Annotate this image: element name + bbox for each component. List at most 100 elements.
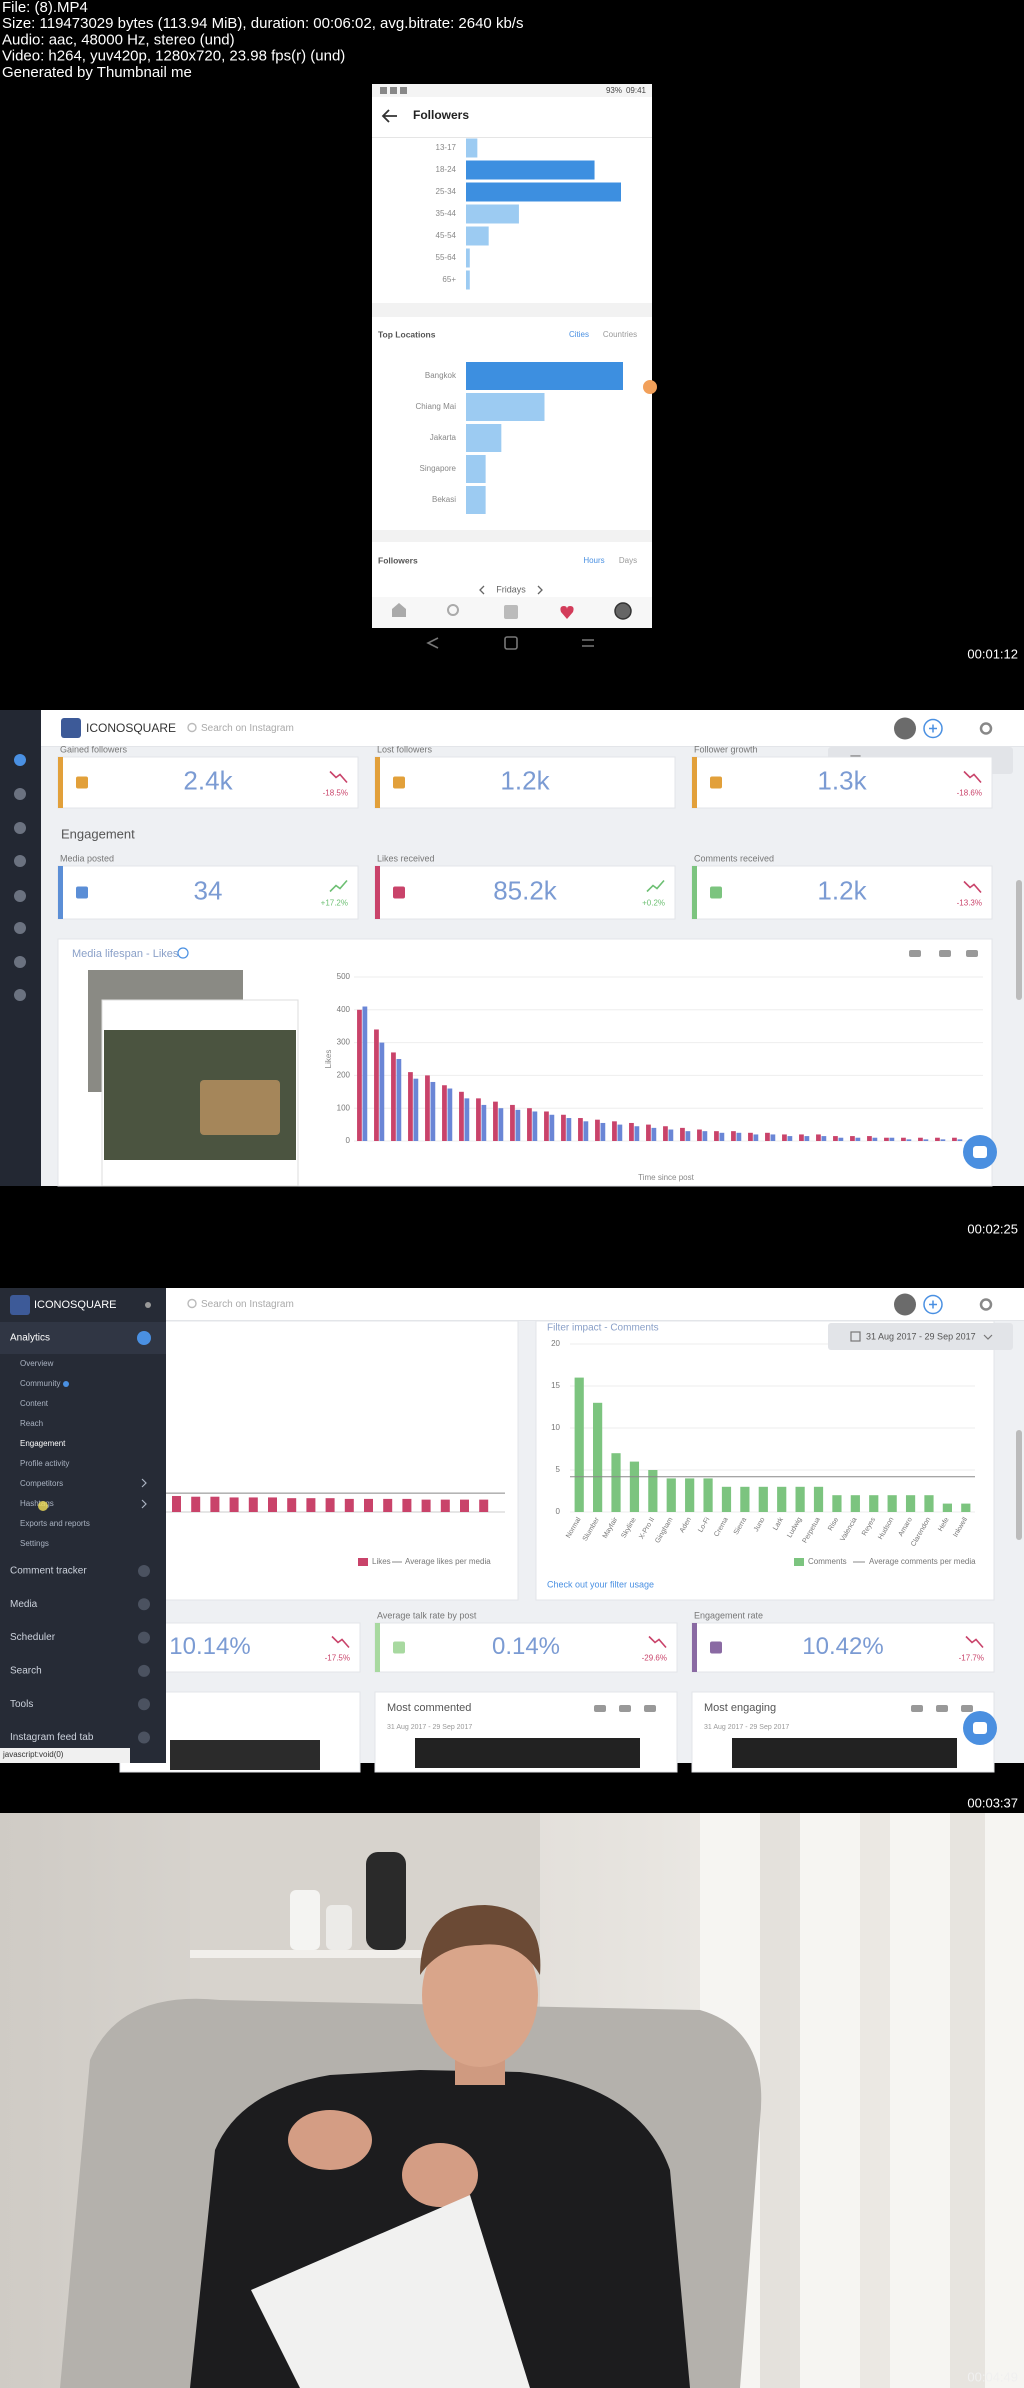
bar [612,1121,617,1141]
hand [288,2110,372,2170]
bar [479,1499,489,1512]
photo-detail [200,1080,280,1135]
chart-card [119,1320,519,1601]
bar [466,182,621,202]
bar [872,1137,878,1141]
header-line: Audio: aac, 48000 Hz, stereo (und) [2,31,235,48]
bar [651,1127,657,1141]
y-tick-label: 100 [337,1103,351,1112]
phone-title: Followers [413,108,469,122]
curtain-fold [860,1813,890,2388]
media-photo [415,1738,640,1768]
vase [290,1890,320,1950]
bar [777,1486,787,1512]
card [57,756,359,809]
timestamp: 00:03:37 [967,1795,1018,1810]
bar [396,1059,402,1141]
bar [736,1132,742,1141]
chevron [479,585,485,595]
nav-avatar [614,602,632,620]
menu-icon [138,1631,150,1644]
bar [753,1134,759,1141]
chat-icon [973,1722,987,1734]
chart-tool [909,950,921,957]
card-stripe [58,866,63,919]
chart-tool [939,950,951,957]
bar [855,1137,861,1141]
card-label: Average talk rate by post [377,1610,477,1620]
menu-icon [138,1664,150,1677]
add-plus [929,724,937,733]
bar [787,1136,793,1141]
submenu-item: Exports and reports [20,1519,90,1528]
y-tick-label: 300 [337,1038,351,1047]
bar [498,1108,504,1141]
sidebar-icon [14,754,26,766]
menu-item: Tools [10,1699,33,1710]
card-label: Likes received [377,853,435,863]
bar [574,1377,584,1512]
card-value: 1.2k [817,875,867,905]
bar [648,1470,658,1512]
menu-icon [137,1331,151,1345]
bar [583,1121,589,1141]
search-placeholder: Search on Instagram [201,1299,294,1310]
bar [357,1009,362,1141]
header-line: Size: 119473029 bytes (113.94 MiB), dura… [2,15,523,32]
card-icon [710,886,722,899]
head [422,1923,538,2067]
bar [961,1503,971,1512]
card-change: -17.7% [959,1654,984,1663]
add-button [923,718,943,739]
trend-arrow [965,1635,984,1649]
bar [325,1498,335,1512]
bar [229,1497,239,1512]
bar [703,1478,713,1512]
submenu-item: Engagement [20,1439,66,1448]
bar [821,1136,827,1141]
bar [481,1104,487,1141]
card-tool [644,1705,656,1712]
card-tool [594,1705,606,1712]
card-value: 10.14% [169,1633,250,1660]
bar [685,1131,691,1141]
bar [248,1497,258,1512]
submenu-item: Community [20,1379,60,1388]
status-icon [390,87,397,94]
bar [593,1402,603,1512]
card-icon [393,1641,405,1654]
card [691,756,993,809]
date-range-text: 31 Aug 2017 - 29 Sep 2017 [866,1331,976,1341]
bar [561,1114,566,1141]
bar [421,1499,431,1512]
media-photo [170,1740,320,1770]
hand [402,2143,478,2207]
top-bar [41,710,1024,747]
shelf [190,1950,540,1958]
tab: Cities [569,330,589,339]
bar [172,1495,181,1512]
cursor-highlight [38,1501,48,1511]
bar-label: Singapore [420,464,457,473]
bar-label: 35-44 [436,209,457,218]
card-tool [911,1705,923,1712]
bar [799,1134,804,1141]
card-tool [619,1705,631,1712]
bar [191,1496,201,1512]
card-icon [76,886,88,899]
submenu-item: Hashtags [20,1499,54,1508]
bar [466,455,486,483]
logo: ICONOSQUARE [86,721,176,735]
scroll-indicator [643,380,657,394]
bar [466,226,489,246]
bar [816,1134,821,1141]
sidebar-icon [14,822,26,834]
media-date: 31 Aug 2017 - 29 Sep 2017 [387,1724,472,1731]
bar [413,1078,419,1141]
y-tick-label: 15 [551,1381,560,1390]
menu-item: Scheduler [10,1632,56,1643]
bar [466,486,486,514]
sidebar-icon [14,989,26,1001]
section-title: Followers [378,555,418,565]
